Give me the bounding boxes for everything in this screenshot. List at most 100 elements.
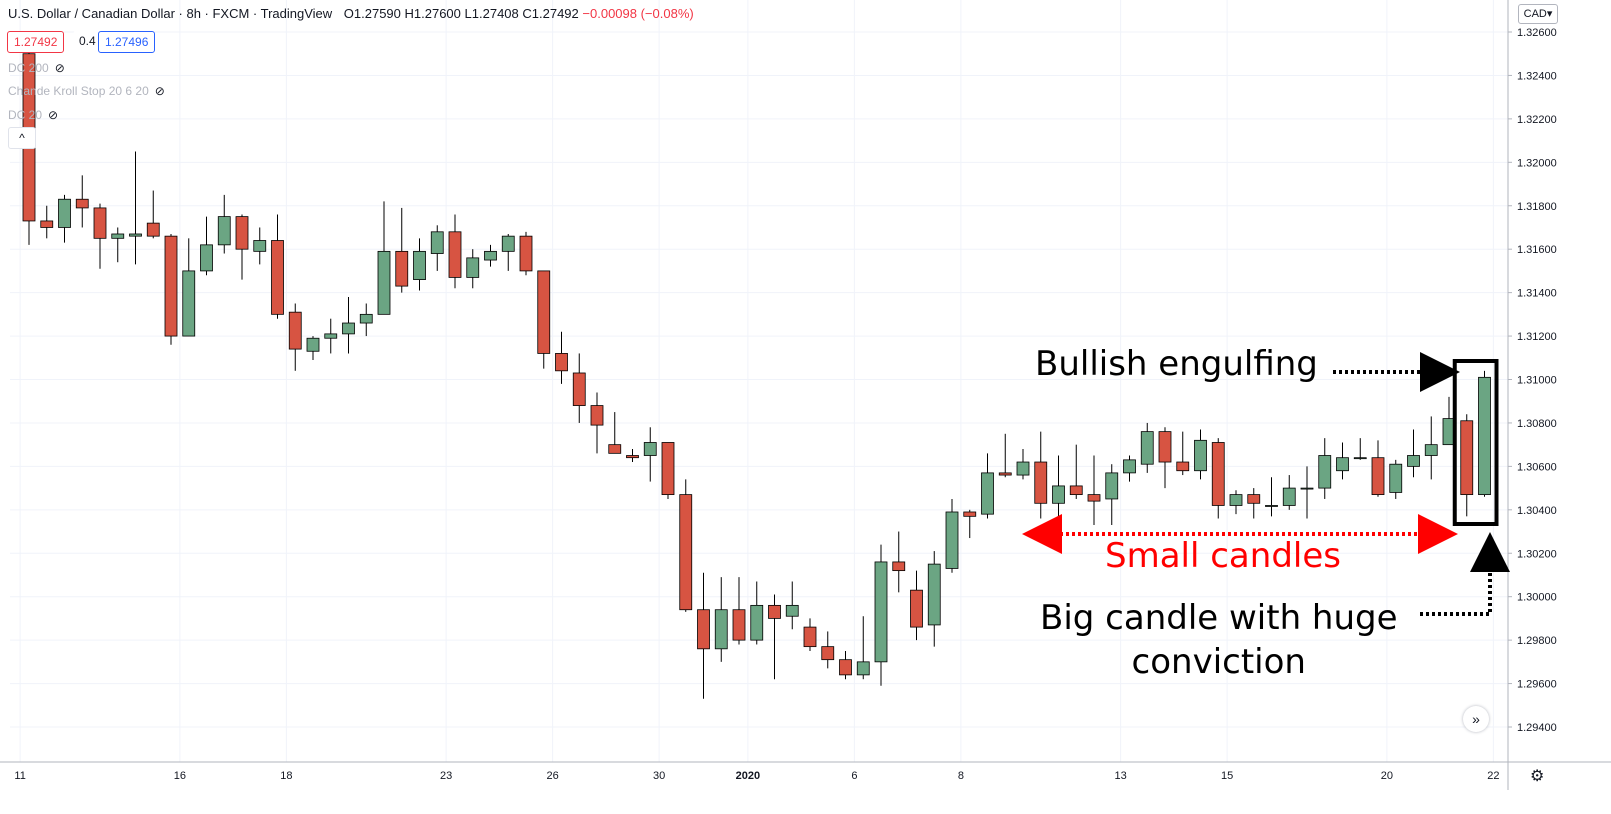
candle-body <box>661 442 675 496</box>
candle-body <box>608 444 622 454</box>
y-tick-label: 1.31600 <box>1517 244 1557 256</box>
candle-body <box>359 313 373 324</box>
candle-body <box>856 661 870 676</box>
x-tick-label: 11 <box>14 770 25 782</box>
indicator-dc20[interactable]: DC 20 ⊘ <box>8 108 58 122</box>
candle-body <box>1105 472 1119 500</box>
y-tick-label: 1.31400 <box>1517 288 1557 300</box>
candle-body <box>58 198 71 228</box>
candle-body <box>1087 494 1101 502</box>
candle-body <box>732 609 746 641</box>
candle-body <box>1194 439 1207 472</box>
candle-body <box>572 372 586 406</box>
candle-body <box>892 561 906 572</box>
y-tick-label: 1.32000 <box>1517 157 1557 169</box>
indicator-label: Chande Kroll Stop 20 6 20 <box>8 84 149 98</box>
candle-body <box>839 659 852 676</box>
y-tick-label: 1.30600 <box>1517 461 1557 473</box>
candle-body <box>413 250 426 280</box>
x-tick-label: 22 <box>1487 770 1499 782</box>
candle-body <box>1389 463 1403 493</box>
candle-body <box>200 244 213 272</box>
candle-body <box>466 257 480 278</box>
candle-body <box>768 604 781 619</box>
y-tick-label: 1.32600 <box>1517 27 1557 39</box>
candle-body <box>430 231 444 254</box>
candle-body <box>697 609 710 650</box>
y-tick-label: 1.30000 <box>1517 592 1557 604</box>
candle-body <box>377 250 391 315</box>
candle-body <box>1265 505 1278 507</box>
candle-body <box>874 561 888 663</box>
candle-body <box>1069 485 1083 496</box>
candle-body <box>129 233 142 237</box>
candle-body <box>927 563 941 626</box>
low-value: L1.27408 <box>464 6 519 21</box>
candle-body <box>182 270 196 337</box>
x-tick-label: 18 <box>280 770 292 782</box>
eye-hidden-icon[interactable]: ⊘ <box>48 108 59 122</box>
candle-body <box>981 472 994 515</box>
buy-price-button[interactable]: 1.27496 <box>98 31 156 53</box>
y-tick-label: 1.30400 <box>1517 505 1557 517</box>
y-tick-label: 1.31800 <box>1517 201 1557 213</box>
indicator-chande-kroll[interactable]: Chande Kroll Stop 20 6 20 ⊘ <box>8 84 165 98</box>
candle-body <box>1318 455 1332 489</box>
close-value: C1.27492 <box>522 6 579 21</box>
x-tick-label: 26 <box>547 770 559 782</box>
candle-body <box>235 216 249 250</box>
candle-body <box>1176 461 1190 472</box>
candle-body <box>1336 457 1349 472</box>
eye-hidden-icon[interactable]: ⊘ <box>154 84 165 98</box>
y-tick-label: 1.29800 <box>1517 635 1557 647</box>
x-tick-label: 8 <box>958 770 964 782</box>
y-tick-label: 1.30800 <box>1517 418 1557 430</box>
ohlc-values: O1.27590 H1.27600 L1.27408 C1.27492 −0.0… <box>344 6 694 21</box>
candle-body <box>306 337 320 352</box>
annotation-big-candle: Big candle with huge conviction <box>1040 596 1398 684</box>
scroll-to-realtime-button[interactable]: » <box>1463 706 1489 732</box>
big-candle-arrow <box>1420 532 1510 616</box>
candle-body <box>1123 459 1136 474</box>
indicator-label: DC 200 <box>8 61 49 75</box>
eye-hidden-icon[interactable]: ⊘ <box>54 61 65 75</box>
x-tick-label: 13 <box>1115 770 1127 782</box>
candle-body <box>164 235 178 337</box>
change-value: −0.00098 (−0.08%) <box>582 6 694 21</box>
indicator-dc200[interactable]: DC 200 ⊘ <box>8 61 65 75</box>
candle-body <box>643 442 657 456</box>
candle-body <box>1460 420 1474 496</box>
collapse-indicators-button[interactable]: ^ <box>8 127 36 149</box>
candle-body <box>963 511 977 517</box>
symbol-title[interactable]: U.S. Dollar / Canadian Dollar · 8h · FXC… <box>8 6 333 21</box>
candle-body <box>1229 494 1243 506</box>
candle-body <box>1016 461 1030 476</box>
candle-body <box>146 222 160 237</box>
indicator-label: DC 20 <box>8 108 43 122</box>
spread-value: 0.4 <box>73 31 102 51</box>
candle-body <box>1052 485 1065 504</box>
chart-legend: U.S. Dollar / Canadian Dollar · 8h · FXC… <box>8 6 694 21</box>
candle-body <box>1407 455 1420 467</box>
y-tick-label: 1.32200 <box>1517 114 1557 126</box>
candle-body <box>910 589 923 628</box>
annotation-small-candles: Small candles <box>1105 536 1341 576</box>
candle-body <box>93 207 107 239</box>
candle-body <box>1353 457 1367 460</box>
settings-gear-icon[interactable]: ⚙ <box>1530 768 1545 785</box>
y-tick-label: 1.31200 <box>1517 331 1557 343</box>
candle-body <box>288 311 302 350</box>
sell-price-button[interactable]: 1.27492 <box>7 31 65 53</box>
x-tick-label: 15 <box>1221 770 1233 782</box>
highlight-box <box>1452 359 1499 526</box>
candle-body <box>803 626 817 648</box>
candle-body <box>1247 494 1261 504</box>
annotation-bullish-engulfing: Bullish engulfing <box>1035 344 1318 384</box>
currency-selector[interactable]: CAD▾ <box>1518 4 1558 24</box>
candle-body <box>75 198 89 209</box>
candle-body <box>253 240 267 252</box>
annotation-big-line1: Big candle with huge <box>1040 598 1398 638</box>
annotation-big-line2: conviction <box>1131 642 1306 682</box>
y-tick-label: 1.29400 <box>1517 722 1557 734</box>
